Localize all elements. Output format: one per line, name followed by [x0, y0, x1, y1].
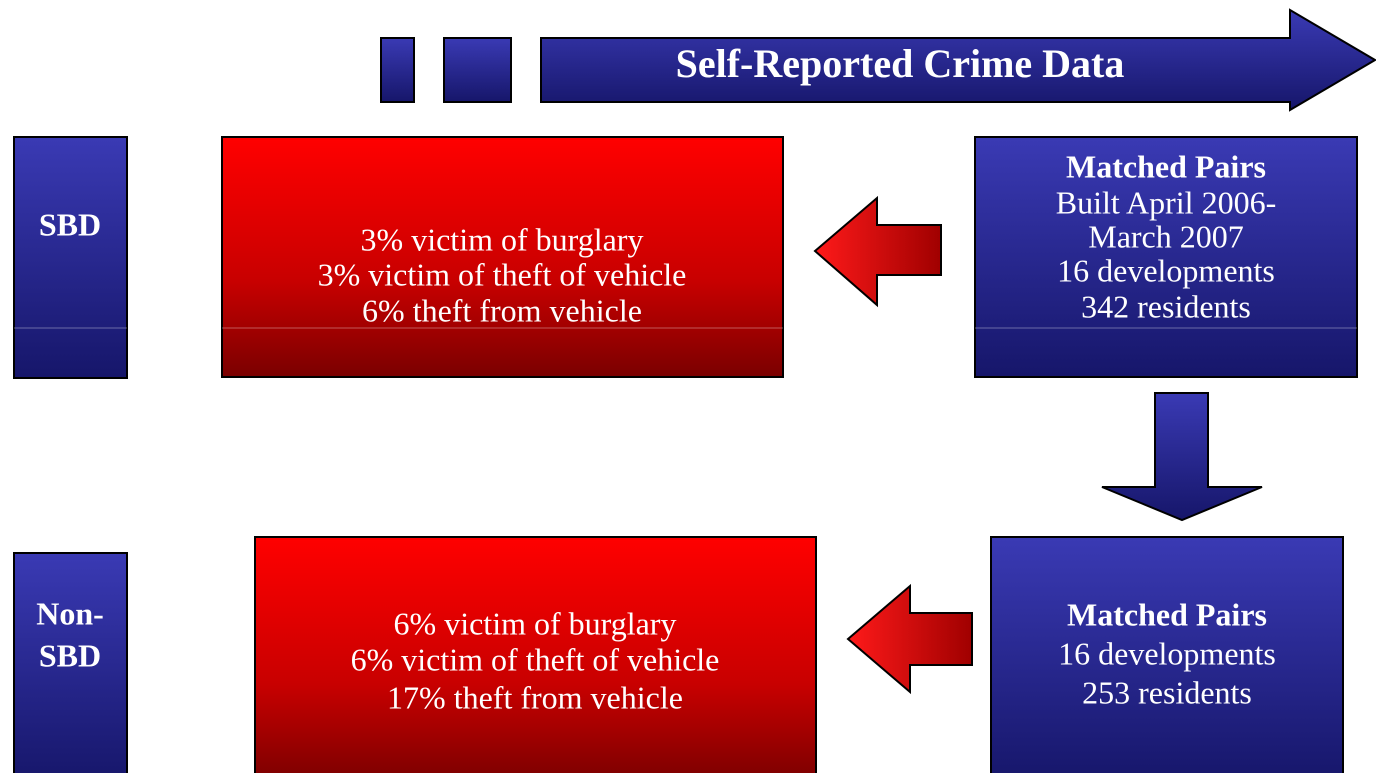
result-line: 6% victim of burglary — [394, 605, 677, 641]
down-arrow — [1101, 392, 1263, 522]
header-square — [380, 37, 415, 103]
header-arrow — [540, 8, 1376, 112]
group-label: Non- — [36, 595, 104, 631]
sample-title: Matched Pairs — [1067, 596, 1267, 632]
sample-box — [974, 136, 1358, 378]
sample-box — [990, 536, 1344, 773]
result-line: 17% theft from vehicle — [387, 679, 683, 715]
group-label: SBD — [39, 637, 101, 673]
sample-line: March 2007 — [1088, 218, 1244, 254]
result-line: 6% victim of theft of vehicle — [351, 641, 720, 677]
result-line: 6% theft from vehicle — [362, 292, 642, 328]
header-title: Self-Reported Crime Data — [676, 41, 1125, 86]
header-square — [443, 37, 512, 103]
sample-title: Matched Pairs — [1066, 148, 1266, 184]
results-box — [254, 536, 817, 773]
group-label-box — [13, 552, 128, 773]
sample-line: 253 residents — [1082, 674, 1252, 710]
sample-line: 16 developments — [1058, 635, 1276, 671]
left-arrow — [846, 583, 973, 695]
left-arrow — [813, 195, 942, 308]
results-box — [221, 136, 784, 378]
group-label-box — [13, 136, 128, 379]
sample-line: 16 developments — [1057, 252, 1275, 288]
sample-line: Built April 2006- — [1056, 184, 1276, 220]
result-line: 3% victim of burglary — [361, 221, 644, 257]
result-line: 3% victim of theft of vehicle — [318, 256, 687, 292]
group-label: SBD — [39, 206, 101, 242]
sample-line: 342 residents — [1081, 288, 1251, 324]
